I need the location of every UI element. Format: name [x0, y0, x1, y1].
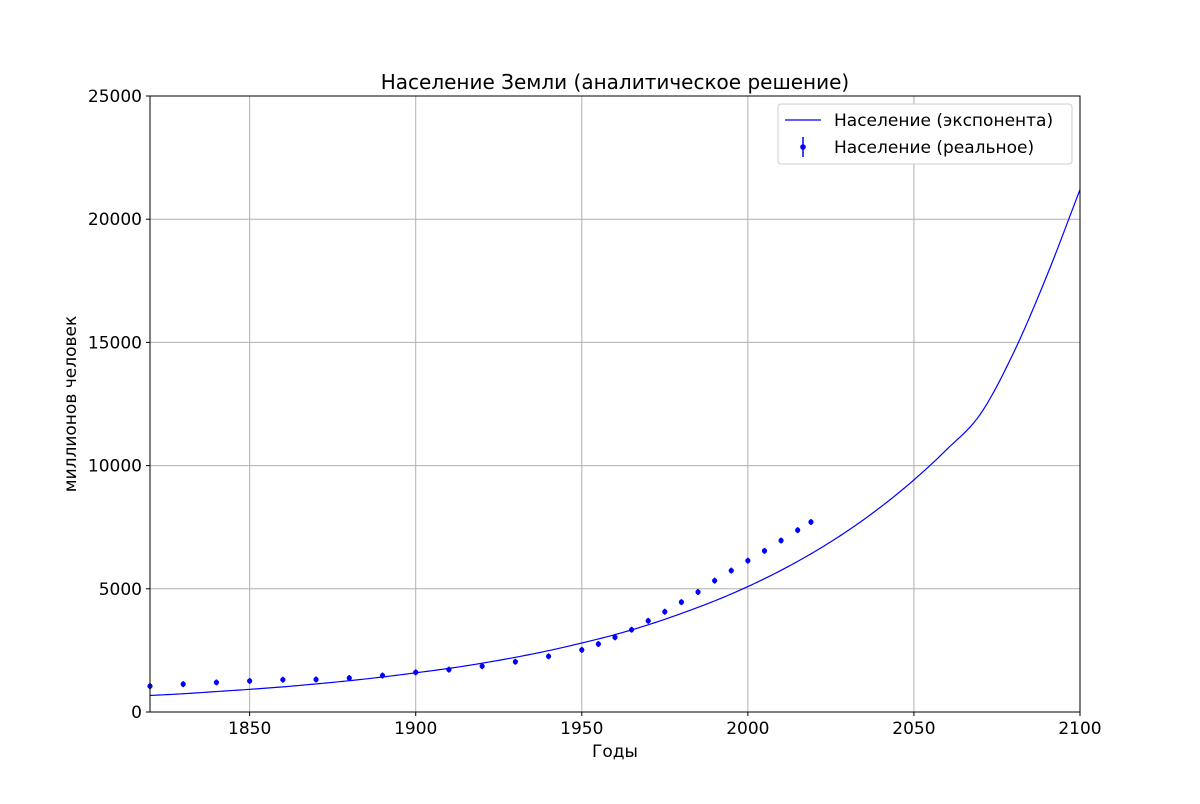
data-point: [413, 669, 419, 675]
y-axis-label: миллионов человек: [61, 316, 81, 493]
data-point: [280, 677, 286, 683]
plot-frame: [149, 95, 1081, 713]
data-point: [712, 578, 718, 584]
data-point: [545, 653, 552, 659]
x-tick-label: 1900: [394, 719, 437, 739]
data-point: [213, 679, 220, 686]
axis-ticks: 1850 1900 1950 2000 2050 2100 0 5000 10000 15000 2…: [88, 87, 1102, 739]
data-point: [678, 599, 685, 605]
chart-title: Население Земли (аналитическое решение): [381, 70, 849, 94]
legend-marker-swatch: [800, 144, 806, 150]
exponent-series: [149, 189, 1081, 697]
x-tick-label: 2100: [1058, 719, 1101, 739]
y-tick-label: 20000: [88, 210, 142, 230]
legend: Население (экспонента) Население (реальн…: [777, 103, 1073, 165]
data-point: [180, 681, 186, 687]
x-tick-label: 2050: [892, 719, 935, 739]
y-tick-label: 10000: [88, 457, 142, 477]
y-tick-label: 25000: [88, 87, 142, 107]
data-point: [479, 663, 485, 669]
data-point: [379, 672, 386, 679]
data-point: [795, 527, 801, 533]
data-point: [629, 627, 635, 633]
data-point: [695, 589, 701, 595]
data-point: [346, 675, 352, 681]
legend-label-real: Население (реальное): [834, 138, 1034, 158]
data-point: [645, 618, 651, 624]
x-tick-label: 2000: [726, 719, 769, 739]
legend-box: [777, 103, 1073, 165]
data-point: [579, 647, 585, 653]
data-point: [612, 634, 618, 640]
data-point: [512, 659, 518, 665]
data-point: [662, 609, 668, 615]
data-point: [728, 567, 734, 574]
y-tick-label: 0: [131, 703, 142, 723]
x-axis-label: Годы: [592, 742, 638, 762]
data-point: [808, 519, 814, 525]
y-tick-label: 15000: [88, 333, 142, 353]
data-point: [761, 548, 768, 554]
data-point: [595, 641, 601, 647]
data-point: [247, 678, 253, 684]
data-point: [313, 676, 319, 683]
x-tick-label: 1950: [560, 719, 603, 739]
y-tick-label: 5000: [99, 580, 142, 600]
data-point: [446, 667, 452, 673]
data-point: [745, 558, 751, 564]
grid: [150, 95, 1081, 713]
legend-label-exponent: Население (экспонента): [834, 111, 1053, 131]
x-tick-label: 1850: [228, 719, 271, 739]
exponent-curve: [149, 189, 1081, 697]
data-point: [778, 537, 784, 544]
